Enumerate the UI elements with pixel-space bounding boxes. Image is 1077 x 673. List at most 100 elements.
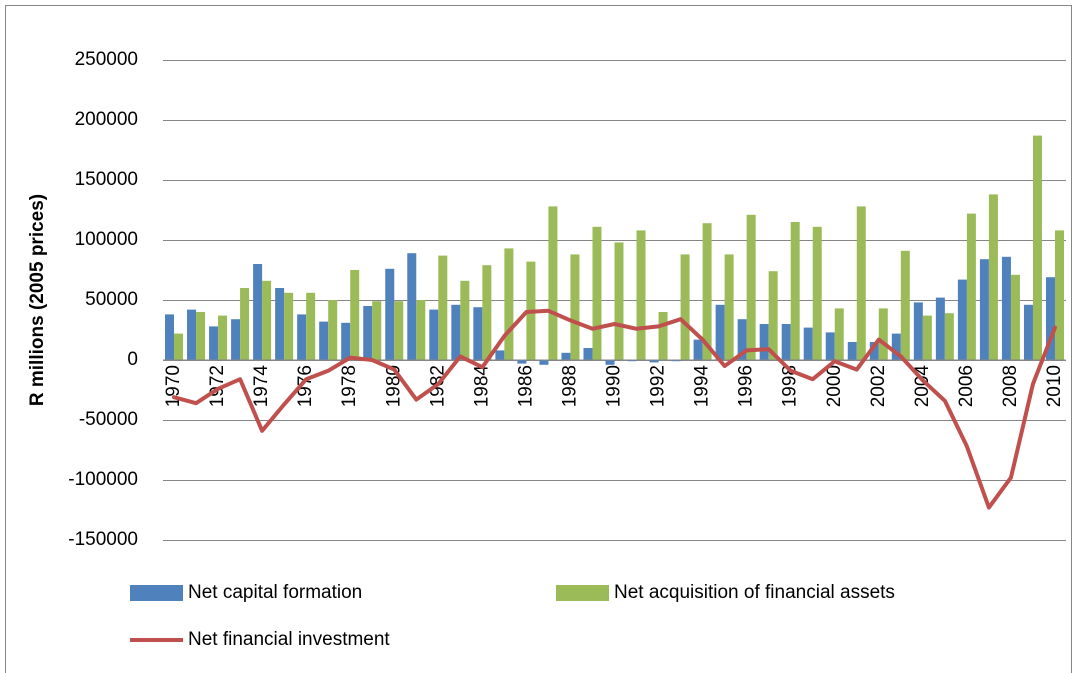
x-tick-label: 1988 (559, 365, 580, 407)
bar (900, 250, 910, 360)
bar (957, 279, 967, 360)
y-tick-label: 0 (127, 349, 138, 370)
bar (187, 309, 197, 360)
bar (759, 324, 769, 360)
x-tick-label: 2000 (824, 365, 845, 407)
bar (790, 222, 800, 360)
bar (658, 312, 668, 360)
bar (319, 321, 329, 360)
bar (1032, 135, 1042, 360)
y-tick-label: -100000 (68, 469, 138, 490)
bar (561, 352, 571, 360)
y-tick-label: 100000 (75, 229, 138, 250)
bar (922, 315, 932, 360)
legend-label: Net financial investment (188, 629, 390, 650)
bar (341, 322, 351, 360)
x-tick-label: 1974 (251, 365, 272, 408)
bar (671, 360, 681, 362)
bar (372, 301, 382, 360)
bar (165, 314, 175, 360)
x-tick-label: 1998 (780, 365, 801, 407)
bar (891, 333, 901, 360)
y-tick-label: 250000 (75, 49, 138, 70)
y-tick-label: -150000 (68, 529, 138, 550)
x-tick-label: 1992 (648, 365, 669, 407)
bar (517, 360, 527, 364)
bar (935, 297, 945, 360)
bar (988, 194, 998, 360)
bar (834, 308, 844, 360)
bar (649, 360, 659, 363)
bar (702, 223, 712, 360)
bar (768, 271, 778, 360)
line (172, 308, 1057, 510)
y-tick-label: -50000 (79, 409, 138, 430)
legend-swatch (556, 585, 609, 601)
x-tick-label: 1984 (471, 365, 492, 408)
bar (231, 319, 241, 360)
bar (693, 339, 703, 360)
x-tick-label: 1978 (339, 365, 360, 407)
legend-label: Net acquisition of financial assets (614, 582, 895, 603)
bar (869, 342, 879, 360)
bar (737, 319, 747, 360)
bar (878, 308, 888, 360)
x-tick-label: 2008 (1000, 365, 1021, 407)
bar (847, 342, 857, 360)
x-tick-label: 1996 (736, 365, 757, 407)
bar (209, 326, 219, 360)
bar (262, 280, 272, 360)
y-axis-title: R millions (2005 prices) (27, 194, 48, 406)
x-tick-label: 1972 (207, 365, 228, 407)
bar (328, 300, 338, 360)
bar (812, 226, 822, 360)
bar (385, 268, 395, 360)
bar (592, 226, 602, 360)
x-tick-label: 1994 (692, 365, 713, 408)
bar (363, 306, 373, 360)
bar (218, 315, 228, 360)
bar (583, 348, 593, 360)
bar (482, 265, 492, 360)
bar (781, 324, 791, 360)
bar (240, 288, 250, 360)
legend-swatch (130, 585, 183, 601)
bar (451, 304, 461, 360)
bar (825, 332, 835, 360)
bar (539, 360, 549, 365)
bar (1023, 304, 1033, 360)
bar (473, 307, 483, 360)
bar (605, 360, 615, 365)
bar (306, 292, 316, 360)
bar (297, 314, 307, 360)
bar (614, 242, 624, 360)
bar (636, 230, 646, 360)
bar (944, 313, 954, 360)
bar (627, 360, 637, 362)
bar (394, 301, 404, 360)
bar (429, 309, 439, 360)
bar (284, 292, 294, 360)
bar (495, 350, 505, 360)
bar (680, 254, 690, 360)
bar (715, 304, 725, 360)
bar (1010, 274, 1020, 360)
bar (913, 302, 923, 360)
bar (803, 327, 813, 360)
bar (460, 280, 470, 360)
bar (350, 270, 360, 360)
x-tick-label: 2002 (868, 365, 889, 407)
bar (1045, 277, 1055, 360)
bar (174, 333, 184, 360)
bar (724, 254, 734, 360)
x-tick-label: 1990 (604, 365, 625, 407)
bar (570, 254, 580, 360)
bar (438, 255, 448, 360)
bar (1054, 230, 1064, 360)
x-tick-label: 2006 (956, 365, 977, 407)
bar (1001, 256, 1011, 360)
y-tick-label: 200000 (75, 109, 138, 130)
chart-border (5, 5, 1072, 673)
bar (504, 248, 514, 360)
